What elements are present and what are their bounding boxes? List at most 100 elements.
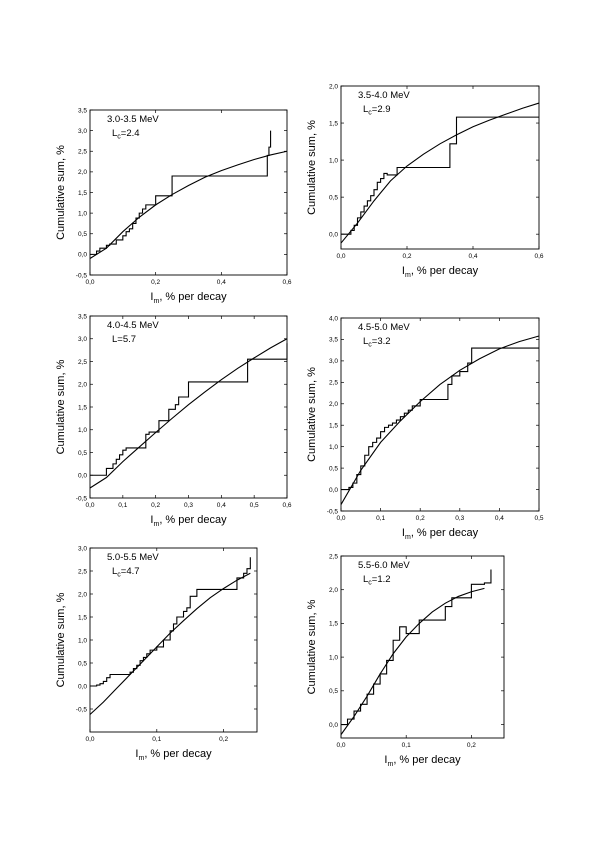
y-tick-label: -0,5 <box>76 706 88 713</box>
energy-range-annotation: 4.0-4.5 MeV <box>107 320 159 331</box>
x-tick-label: 0,0 <box>85 279 94 286</box>
chart-panel-1: -0,50,00,51,01,52,02,53,03,50,0 0,2 0,4 0,6… <box>55 107 292 305</box>
y-tick-label: 4,0 <box>329 315 338 322</box>
chart-panel-2: 0,0 0,5 1,0 1,5 2,0 0,0 0,2 0,4 0,6 3.5-4.0 MeV Lc… <box>306 83 544 279</box>
chart-panel-3: -0,50,00,51,01,52,02,53,03,50,0 0,1 0,2 0,3… <box>55 313 292 528</box>
y-tick-label: 3,0 <box>78 128 87 135</box>
y-tick-label: 2,5 <box>78 359 87 366</box>
cumulative-step-series <box>90 557 251 687</box>
y-tick-label: 1,5 <box>78 190 87 197</box>
cumulative-step-series <box>341 569 492 726</box>
x-tick-label: 0,5 <box>250 502 259 509</box>
y-axis-label: Cumulative sum, % <box>306 120 318 215</box>
y-tick-label: 0,0 <box>78 683 87 690</box>
energy-range-annotation: 5.5-6.0 MeV <box>358 560 410 571</box>
y-tick-label: 1,5 <box>329 423 338 430</box>
x-tick-label: 0,0 <box>336 515 345 522</box>
x-axis-label: Im, % per decay <box>384 754 461 768</box>
y-tick-label: 2,5 <box>329 380 338 387</box>
y-tick-label: -0,5 <box>76 495 88 502</box>
x-axis-label: Im, % per decay <box>150 514 227 528</box>
energy-range-annotation: 5.0-5.5 MeV <box>107 552 159 563</box>
chart-panel-4: -0,50,00,51,01,52,02,53,03,54,00,0 0,1 0,2… <box>306 315 544 541</box>
y-tick-label: 1,0 <box>78 427 87 434</box>
x-tick-label: 0,2 <box>402 253 411 260</box>
fit-curve-series <box>89 338 288 489</box>
x-tick-label: 0,2 <box>151 279 160 286</box>
x-tick-label: 0,1 <box>118 502 127 509</box>
y-tick-label: 1,0 <box>78 637 87 644</box>
cumulative-step-series <box>341 116 539 235</box>
x-tick-label: 0,4 <box>217 279 226 286</box>
y-tick-label: 2,0 <box>329 83 338 90</box>
y-tick-label: 0,0 <box>329 487 338 494</box>
y-tick-label: 2,0 <box>78 382 87 389</box>
y-tick-label: 0,0 <box>329 722 338 729</box>
y-tick-label: -0,5 <box>76 272 88 279</box>
y-tick-label: 2,0 <box>78 591 87 598</box>
y-tick-label: 0,0 <box>329 231 338 238</box>
x-tick-label: 0,2 <box>467 742 476 749</box>
y-tick-label: 2,5 <box>78 568 87 575</box>
y-tick-label: 3,5 <box>78 107 87 114</box>
plot-frame <box>340 85 540 250</box>
x-axis-label: Im, % per decay <box>135 748 212 762</box>
x-tick-label: 0,2 <box>151 502 160 509</box>
y-tick-label: 0,5 <box>329 688 338 695</box>
y-tick-label: 2,5 <box>329 553 338 560</box>
chart-panel-6: 0,0 0,5 1,0 1,5 2,0 2,5 0,0 0,1 0,2 5.5-6.0 MeV Lc… <box>306 553 505 768</box>
y-axis-label: Cumulative sum, % <box>55 592 67 687</box>
y-axis-label: Cumulative sum, % <box>55 145 67 240</box>
x-tick-label: 0,0 <box>85 502 94 509</box>
x-tick-label: 0,4 <box>495 515 504 522</box>
x-tick-label: 0,1 <box>402 742 411 749</box>
plot-frame <box>340 317 540 512</box>
y-tick-label: 3,0 <box>78 545 87 552</box>
y-tick-label: 0,0 <box>78 252 87 259</box>
y-tick-label: 1,0 <box>329 444 338 451</box>
y-tick-label: 3,0 <box>329 358 338 365</box>
fit-curve-series <box>340 102 540 244</box>
fit-curve-series <box>89 572 251 715</box>
fit-curve-series <box>89 150 288 259</box>
fit-curve-series <box>340 335 540 505</box>
x-axis-label: Im, % per decay <box>402 265 479 279</box>
lc-annotation: Lc=3.2 <box>363 336 391 349</box>
fit-curve-series <box>340 587 485 735</box>
lc-annotation: L=5.7 <box>112 334 136 345</box>
x-axis-label: Im, % per decay <box>150 291 227 305</box>
y-axis-label: Cumulative sum, % <box>306 367 318 462</box>
y-tick-label: 1,5 <box>78 404 87 411</box>
cumulative-step-series <box>341 347 539 491</box>
y-tick-label: 0,5 <box>78 231 87 238</box>
y-tick-label: 0,0 <box>78 473 87 480</box>
y-tick-label: 1,0 <box>78 210 87 217</box>
energy-range-annotation: 3.0-3.5 MeV <box>107 114 159 125</box>
y-tick-label: 1,0 <box>329 157 338 164</box>
energy-range-annotation: 4.5-5.0 MeV <box>358 322 410 333</box>
x-tick-label: 0,4 <box>217 502 226 509</box>
y-tick-label: 1,5 <box>78 614 87 621</box>
x-tick-label: 0,0 <box>336 742 345 749</box>
x-tick-label: 0,1 <box>376 515 385 522</box>
y-tick-label: 0,5 <box>78 660 87 667</box>
x-tick-label: 0,3 <box>455 515 464 522</box>
y-tick-label: 2,5 <box>78 149 87 156</box>
x-tick-label: 0,2 <box>219 736 228 743</box>
chart-panel-5: -0,5 0,0 0,5 1,0 1,5 2,0 2,5 3,0 0,0 0,1 0,2 5.0-5.… <box>55 545 258 762</box>
x-tick-label: 0,3 <box>184 502 193 509</box>
y-axis-label: Cumulative sum, % <box>55 359 67 454</box>
energy-range-annotation: 3.5-4.0 MeV <box>358 90 410 101</box>
y-tick-label: 2,0 <box>78 169 87 176</box>
x-axis-label: Im, % per decay <box>402 527 479 541</box>
y-tick-label: 0,5 <box>329 465 338 472</box>
y-tick-label: 0,5 <box>329 194 338 201</box>
x-tick-label: 0,6 <box>282 502 291 509</box>
lc-annotation: Lc=1.2 <box>363 574 391 587</box>
y-tick-label: 0,5 <box>78 450 87 457</box>
y-axis-label: Cumulative sum, % <box>306 599 318 694</box>
lc-annotation: Lc=2.4 <box>112 128 140 141</box>
x-tick-label: 0,4 <box>468 253 477 260</box>
lc-annotation: Lc=2.9 <box>363 104 391 117</box>
